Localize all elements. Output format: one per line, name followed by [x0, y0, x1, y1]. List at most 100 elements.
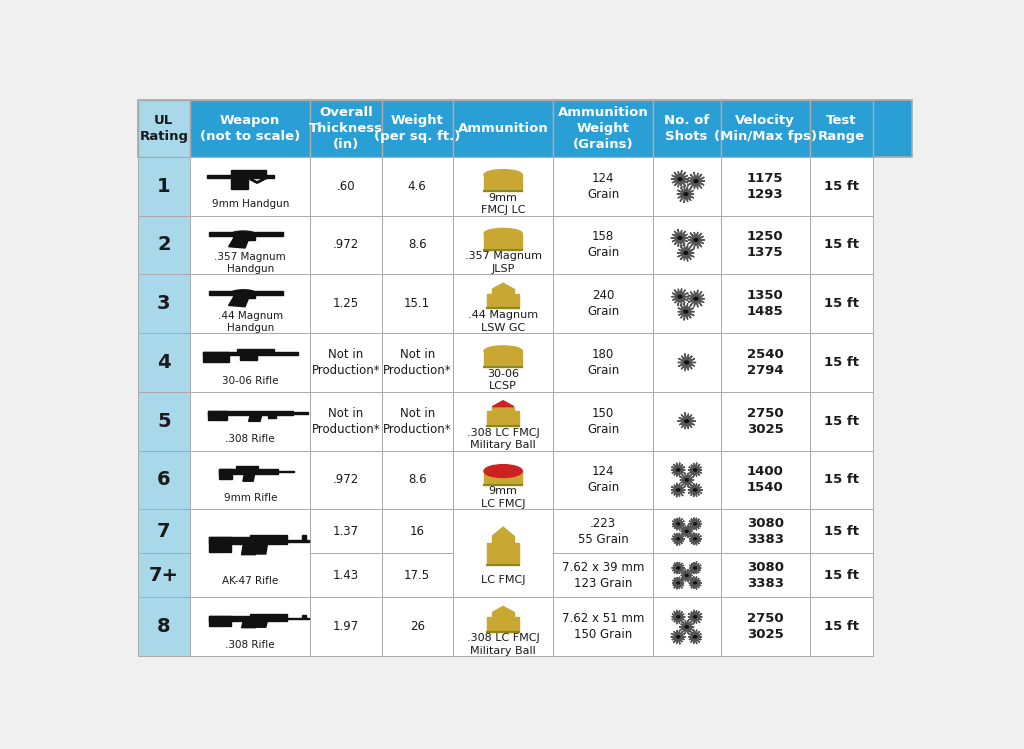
Polygon shape [208, 411, 227, 420]
Bar [810, 509, 873, 554]
Polygon shape [493, 527, 514, 536]
Bar [652, 333, 721, 392]
Text: 15.1: 15.1 [404, 297, 430, 310]
Polygon shape [688, 463, 701, 476]
Text: .972: .972 [333, 238, 359, 252]
Bar [310, 157, 382, 216]
Polygon shape [681, 568, 692, 582]
Polygon shape [279, 412, 307, 414]
Text: 124
Grain: 124 Grain [587, 172, 620, 201]
Text: 3080
3383: 3080 3383 [746, 561, 783, 590]
Text: 15 ft: 15 ft [824, 180, 859, 192]
Bar [553, 598, 652, 656]
Bar [721, 509, 810, 554]
Bar [453, 509, 553, 598]
Polygon shape [249, 416, 262, 422]
Text: Not in
Production*: Not in Production* [311, 407, 380, 436]
Bar [721, 157, 810, 216]
Circle shape [694, 180, 698, 183]
Polygon shape [484, 471, 522, 485]
Circle shape [693, 489, 696, 491]
Text: 15 ft: 15 ft [824, 569, 859, 582]
Circle shape [677, 636, 680, 638]
Bar [310, 554, 382, 598]
Text: 30-06
LCSP: 30-06 LCSP [487, 369, 519, 391]
Polygon shape [689, 577, 701, 589]
Bar [553, 216, 652, 274]
Bar [810, 333, 873, 392]
Polygon shape [671, 229, 688, 246]
Circle shape [685, 574, 688, 577]
Text: .44 Magnum
Handgun: .44 Magnum Handgun [218, 311, 283, 333]
Bar [310, 216, 382, 274]
Bar [310, 598, 382, 656]
Bar [652, 157, 721, 216]
Bar [721, 392, 810, 451]
Bar [453, 100, 553, 157]
Text: 15 ft: 15 ft [824, 620, 859, 634]
Text: 7.62 x 51 mm
150 Grain: 7.62 x 51 mm 150 Grain [562, 613, 644, 641]
Text: 1.43: 1.43 [333, 569, 359, 582]
Text: 1250
1375: 1250 1375 [746, 231, 783, 259]
Bar [382, 554, 453, 598]
Bar [810, 274, 873, 333]
Bar [810, 157, 873, 216]
Bar [137, 333, 190, 392]
Text: .308 Rifle: .308 Rifle [225, 434, 275, 444]
Bar [810, 100, 873, 157]
Bar [310, 333, 382, 392]
Bar [721, 274, 810, 333]
Bar [382, 392, 453, 451]
Bar [453, 157, 553, 216]
Circle shape [685, 361, 688, 364]
Polygon shape [672, 577, 684, 589]
Polygon shape [493, 283, 514, 289]
Polygon shape [238, 348, 274, 352]
Circle shape [684, 310, 688, 313]
Circle shape [677, 523, 680, 525]
Polygon shape [250, 614, 287, 616]
Text: 15 ft: 15 ft [824, 525, 859, 538]
Polygon shape [219, 469, 231, 479]
Text: 1175
1293: 1175 1293 [746, 172, 783, 201]
Text: 9mm
LC FMCJ: 9mm LC FMCJ [481, 486, 525, 509]
Polygon shape [493, 612, 514, 616]
Text: Velocity
(Min/Max fps): Velocity (Min/Max fps) [714, 114, 817, 143]
Bar [137, 100, 190, 157]
Bar [810, 554, 873, 598]
Polygon shape [688, 483, 702, 497]
Polygon shape [671, 630, 686, 644]
Polygon shape [242, 544, 257, 555]
Text: 4: 4 [157, 353, 171, 372]
Bar [553, 509, 652, 554]
Text: 7.62 x 39 mm
123 Grain: 7.62 x 39 mm 123 Grain [562, 561, 644, 590]
Bar [137, 157, 190, 216]
Bar [137, 216, 190, 274]
Polygon shape [672, 463, 685, 477]
Circle shape [685, 479, 688, 481]
Text: Weight
(per sq. ft.): Weight (per sq. ft.) [374, 114, 461, 143]
Bar [310, 509, 382, 554]
Bar [652, 216, 721, 274]
Text: 1.37: 1.37 [333, 525, 359, 538]
Bar [553, 451, 652, 509]
Polygon shape [687, 172, 705, 189]
Bar [190, 216, 310, 274]
Polygon shape [487, 411, 519, 426]
Bar [721, 100, 810, 157]
Text: 2: 2 [157, 235, 171, 255]
Polygon shape [689, 533, 701, 545]
Text: 124
Grain: 124 Grain [587, 465, 620, 494]
Bar [382, 100, 453, 157]
Polygon shape [688, 232, 705, 249]
Bar [553, 274, 652, 333]
Ellipse shape [484, 346, 522, 357]
Polygon shape [231, 175, 249, 189]
Polygon shape [302, 536, 306, 539]
Polygon shape [242, 621, 257, 628]
Polygon shape [236, 466, 258, 469]
Polygon shape [688, 518, 701, 530]
Text: Overall
Thickness
(in): Overall Thickness (in) [309, 106, 383, 151]
Bar [453, 333, 553, 392]
Text: .44 Magnum
LSW GC: .44 Magnum LSW GC [468, 310, 539, 333]
